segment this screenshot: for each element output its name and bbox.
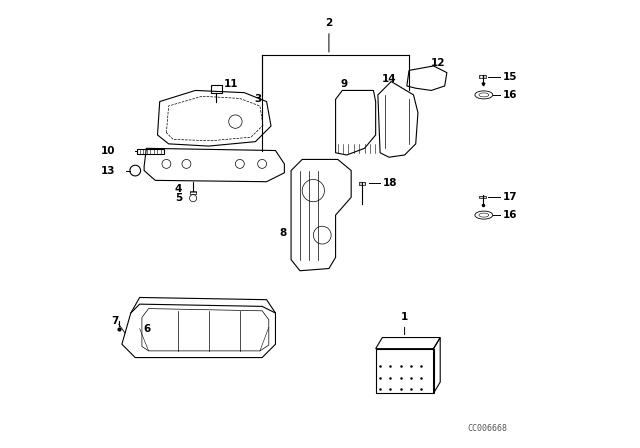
Text: 13: 13 bbox=[100, 166, 115, 176]
Text: 7: 7 bbox=[111, 315, 119, 326]
Text: 5: 5 bbox=[175, 193, 182, 203]
Text: CC006668: CC006668 bbox=[467, 424, 507, 433]
Text: 9: 9 bbox=[341, 79, 348, 89]
Bar bbox=[138, 149, 164, 154]
Text: 15: 15 bbox=[502, 72, 517, 82]
Text: 12: 12 bbox=[431, 58, 445, 68]
Text: 1: 1 bbox=[401, 312, 408, 335]
Text: 11: 11 bbox=[224, 79, 239, 89]
Bar bbox=[190, 190, 196, 194]
Text: 3: 3 bbox=[254, 95, 261, 104]
Text: 6: 6 bbox=[143, 323, 151, 334]
Text: 18: 18 bbox=[382, 178, 397, 189]
Bar bbox=[359, 182, 365, 185]
Text: 17: 17 bbox=[502, 192, 517, 202]
Bar bbox=[479, 195, 486, 198]
Text: 14: 14 bbox=[381, 74, 396, 84]
Bar bbox=[211, 85, 222, 93]
Text: 8: 8 bbox=[279, 228, 287, 238]
Text: 2: 2 bbox=[325, 18, 333, 52]
Bar bbox=[479, 75, 486, 78]
Text: 4: 4 bbox=[175, 184, 182, 194]
Text: 16: 16 bbox=[502, 90, 517, 100]
Text: 16: 16 bbox=[502, 210, 517, 220]
Text: 10: 10 bbox=[100, 146, 115, 155]
